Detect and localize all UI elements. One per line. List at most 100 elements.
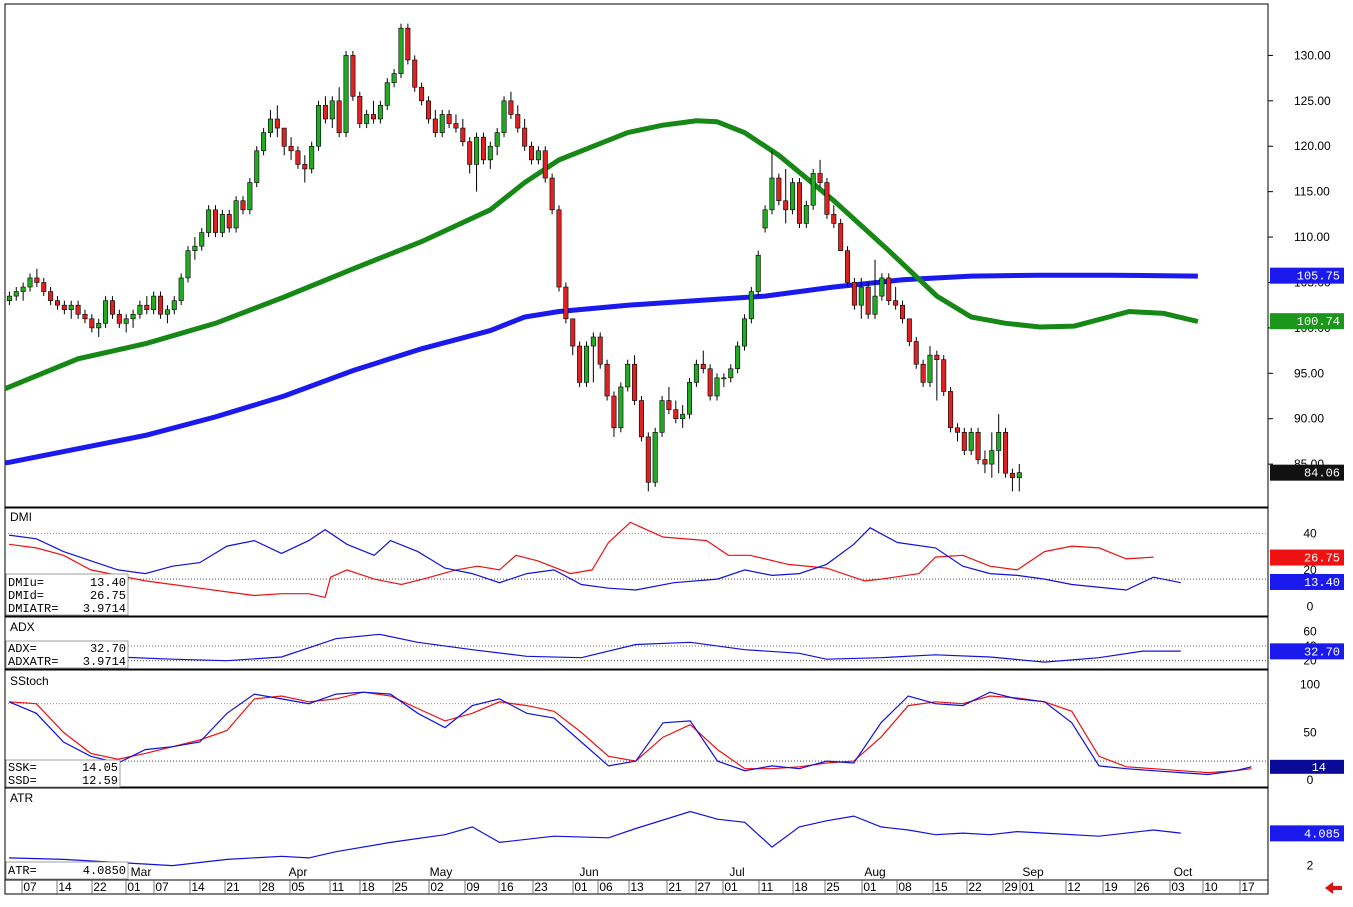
candle-body xyxy=(425,100,431,120)
candle xyxy=(48,287,54,306)
candle-body xyxy=(41,282,47,292)
ma-blue-line xyxy=(5,272,1198,466)
x-tick-label: 01 xyxy=(574,880,588,894)
candle-body xyxy=(89,318,95,329)
candle xyxy=(116,309,122,328)
candle-body xyxy=(638,400,644,438)
x-month-label: Mar xyxy=(131,865,152,879)
candle-body xyxy=(501,100,507,133)
atr-readout-box xyxy=(5,861,129,880)
candle xyxy=(927,346,933,387)
candle-body xyxy=(267,118,273,133)
price-tick-label: 125.00 xyxy=(1294,94,1331,108)
candle xyxy=(590,332,596,383)
candle xyxy=(735,341,741,374)
candle xyxy=(522,118,528,151)
adx-readout-value: 3.9714 xyxy=(83,655,126,669)
candle xyxy=(611,391,617,437)
candle-body xyxy=(96,323,102,329)
candle-body xyxy=(295,150,301,165)
candle xyxy=(597,332,603,369)
sstoch-blue-line xyxy=(8,691,1252,776)
candle xyxy=(20,282,26,301)
candle xyxy=(151,291,157,315)
candle xyxy=(886,273,892,306)
candle xyxy=(6,291,12,306)
candle-body xyxy=(748,291,754,320)
candle-body xyxy=(872,295,878,315)
x-tick-label: 22 xyxy=(968,880,982,894)
x-tick-label: 03 xyxy=(1171,880,1185,894)
candle xyxy=(27,273,33,292)
ma-blue-badge-bg xyxy=(1270,267,1344,284)
x-tick-label: 11 xyxy=(332,880,345,894)
atr-blue-badge-bg xyxy=(1270,825,1344,842)
candle xyxy=(432,109,438,138)
candle-body xyxy=(82,313,88,320)
candle-body xyxy=(384,82,390,106)
ma-blue-badge: 105.75 xyxy=(1297,270,1340,284)
candle-body xyxy=(899,304,905,320)
candle xyxy=(233,196,239,233)
x-tick-label: 11 xyxy=(761,880,774,894)
candle xyxy=(673,400,679,424)
candle xyxy=(659,396,665,437)
x-tick-label: 10 xyxy=(1204,880,1218,894)
adx-readout-box xyxy=(5,640,129,669)
adx-blue-line xyxy=(8,633,1181,663)
sstoch-readout-value: 12.59 xyxy=(82,774,118,788)
candle-body xyxy=(302,164,308,170)
candle-body xyxy=(350,55,356,97)
sstoch-badge-bg xyxy=(1270,759,1344,774)
candle-body xyxy=(707,368,713,397)
candle xyxy=(872,259,878,319)
candle-body xyxy=(570,318,576,347)
candle xyxy=(542,146,548,183)
x-tick-label: 07 xyxy=(155,880,169,894)
candle xyxy=(254,146,260,188)
candle xyxy=(439,109,445,138)
panel-frame-price xyxy=(4,3,1269,508)
candle xyxy=(89,314,95,333)
candle xyxy=(632,355,638,406)
candle xyxy=(377,100,383,124)
candle-body xyxy=(171,300,177,311)
x-tick-label: 19 xyxy=(1104,880,1118,894)
candle xyxy=(948,386,954,433)
candle-body xyxy=(281,127,287,147)
candle xyxy=(103,296,109,328)
price-tick-label: 110.00 xyxy=(1294,230,1330,244)
candle xyxy=(941,355,947,397)
x-tick-label: 18 xyxy=(361,880,375,894)
candle xyxy=(274,105,280,138)
candle xyxy=(219,209,225,238)
candle xyxy=(487,141,493,169)
candle xyxy=(467,137,473,174)
candle xyxy=(501,96,507,138)
candle xyxy=(693,359,699,387)
candle xyxy=(687,377,693,419)
candle-body xyxy=(583,345,589,383)
price-tick-label: 90.00 xyxy=(1294,412,1324,426)
candle-body xyxy=(563,286,569,320)
candle-body xyxy=(274,118,280,129)
x-tick-label: 13 xyxy=(630,880,644,894)
candle-body xyxy=(714,377,720,397)
ma-green-badge: 100.74 xyxy=(1297,315,1340,329)
candle-body xyxy=(728,368,734,379)
candle-body xyxy=(494,132,500,147)
candle xyxy=(398,23,404,79)
candle xyxy=(796,178,802,228)
candle-body xyxy=(632,363,638,401)
candle-body xyxy=(460,127,466,142)
dmi-blue-line xyxy=(8,527,1181,591)
candle-body xyxy=(233,200,239,229)
candle xyxy=(288,137,294,160)
candle-body xyxy=(34,277,40,283)
panel-frame-sstoch xyxy=(4,669,1269,788)
price-tick-label: 95.00 xyxy=(1294,366,1324,380)
candle-body xyxy=(68,304,74,311)
dmi-readout-label: DMIATR= xyxy=(8,602,58,616)
candle-body xyxy=(357,95,363,124)
candle xyxy=(934,350,940,401)
